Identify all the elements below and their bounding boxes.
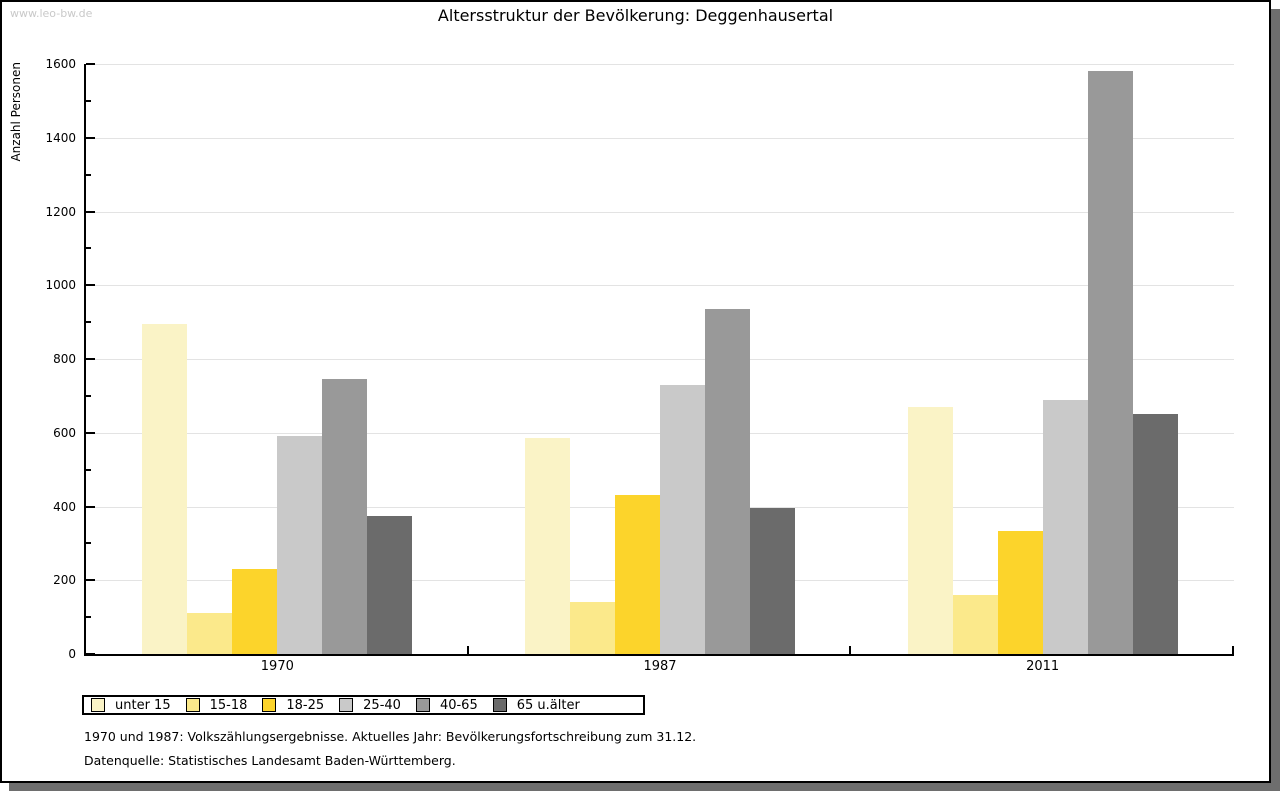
- x-category-label-2011: 2011: [1026, 659, 1060, 674]
- legend-box: unter 15 15-18 18-25 25-40 40-65 65 u.älter: [82, 695, 645, 715]
- bar-25-40-2011: [1042, 399, 1088, 654]
- legend-label: 15-18: [209, 697, 248, 713]
- bar-unter-15-2011: [907, 406, 953, 654]
- bar-25-40-1970: [277, 436, 323, 654]
- y-minor-tick: [86, 394, 91, 397]
- footnote-line-2: Datenquelle: Statistisches Landesamt Bad…: [84, 753, 456, 768]
- y-tick-label: 1600: [45, 57, 76, 71]
- y-minor-tick: [86, 247, 91, 250]
- gridline: [86, 64, 1234, 65]
- x-boundary-tick: [466, 646, 469, 654]
- legend-swatch-icon: [91, 698, 105, 712]
- y-major-tick: [86, 284, 95, 287]
- bar-65-u.älter-1970: [367, 515, 413, 654]
- y-minor-tick: [86, 99, 91, 102]
- y-minor-tick: [86, 173, 91, 176]
- watermark-url: www.leo-bw.de: [10, 7, 93, 20]
- legend-item-65-u.älter: 65 u.älter: [492, 697, 580, 713]
- legend-swatch-icon: [185, 698, 200, 712]
- bar-unter-15-1987: [525, 438, 570, 654]
- y-tick-label: 1200: [45, 204, 76, 219]
- bar-65-u.älter-2011: [1132, 414, 1178, 654]
- legend-item-unter-15: unter 15: [91, 698, 171, 713]
- y-minor-tick: [86, 616, 91, 619]
- bar-65-u.älter-1987: [750, 508, 795, 654]
- bar-group-2011: [851, 64, 1234, 654]
- bar-15-18-2011: [952, 595, 998, 654]
- y-minor-tick: [86, 468, 91, 471]
- legend-item-18-25: 18-25: [262, 698, 324, 713]
- y-axis-title: Anzahl Personen: [9, 62, 23, 162]
- y-major-tick: [86, 358, 95, 360]
- gridline: [86, 285, 1234, 287]
- y-major-tick: [86, 653, 95, 655]
- drop-shadow-right: [1271, 9, 1280, 791]
- legend-swatch-icon: [492, 698, 507, 712]
- legend-item-25-40: 25-40: [339, 698, 401, 713]
- legend-item-15-18: 15-18: [185, 697, 248, 713]
- y-major-tick: [86, 136, 95, 139]
- legend-swatch-icon: [415, 698, 430, 712]
- bar-40-65-1970: [322, 379, 368, 654]
- legend-label: 18-25: [286, 697, 325, 713]
- gridline: [86, 137, 1234, 139]
- bar-40-65-1987: [705, 309, 750, 654]
- bar-40-65-2011: [1087, 71, 1133, 654]
- x-category-label-1970: 1970: [260, 659, 294, 674]
- gridline: [86, 211, 1234, 213]
- bar-18-25-2011: [997, 530, 1043, 654]
- bar-15-18-1987: [570, 602, 615, 654]
- plot-area: 0 200 400 600 800 1000 1200 1400 1600 1970 1987 20…: [45, 57, 1234, 674]
- bar-groups: [86, 64, 1234, 654]
- bar-group-1987: [469, 64, 852, 654]
- y-major-tick: [86, 210, 95, 213]
- legend-label: 65 u.älter: [516, 697, 580, 713]
- bar-unter-15-1970: [142, 324, 188, 654]
- legend-label: unter 15: [115, 697, 171, 713]
- legend-item-40-65: 40-65: [415, 697, 478, 713]
- chart-title: Altersstruktur der Bevölkerung: Deggenha…: [437, 6, 834, 25]
- x-boundary-tick: [1232, 646, 1234, 654]
- gridline: [86, 359, 1234, 360]
- x-boundary-tick: [849, 646, 852, 654]
- legend-swatch-icon: [262, 698, 277, 712]
- bar-15-18-1970: [187, 613, 233, 654]
- y-minor-tick: [86, 321, 91, 324]
- y-tick-label: 0: [68, 647, 76, 661]
- y-major-tick: [86, 579, 95, 582]
- y-tick-label: 200: [53, 573, 76, 588]
- bar-18-25-1970: [232, 569, 278, 654]
- y-tick-label: 1000: [45, 278, 76, 293]
- legend-label: 25-40: [363, 697, 401, 713]
- bar-group-1970: [86, 64, 469, 654]
- y-major-tick: [86, 431, 95, 434]
- y-major-tick: [86, 63, 95, 65]
- y-major-tick: [86, 505, 95, 508]
- y-tick-label: 1400: [45, 130, 76, 145]
- legend-swatch-icon: [339, 698, 354, 712]
- drop-shadow-bottom: [9, 783, 1271, 791]
- y-tick-label: 600: [53, 425, 76, 440]
- y-tick-label: 400: [53, 499, 76, 514]
- x-category-label-1987: 1987: [643, 659, 677, 674]
- legend-label: 40-65: [439, 697, 478, 713]
- y-minor-tick: [86, 542, 91, 545]
- footnote-line-1: 1970 und 1987: Volkszählungsergebnisse. …: [84, 729, 697, 744]
- y-tick-label: 800: [53, 352, 76, 366]
- bar-18-25-1987: [615, 495, 660, 654]
- bar-25-40-1987: [660, 384, 705, 654]
